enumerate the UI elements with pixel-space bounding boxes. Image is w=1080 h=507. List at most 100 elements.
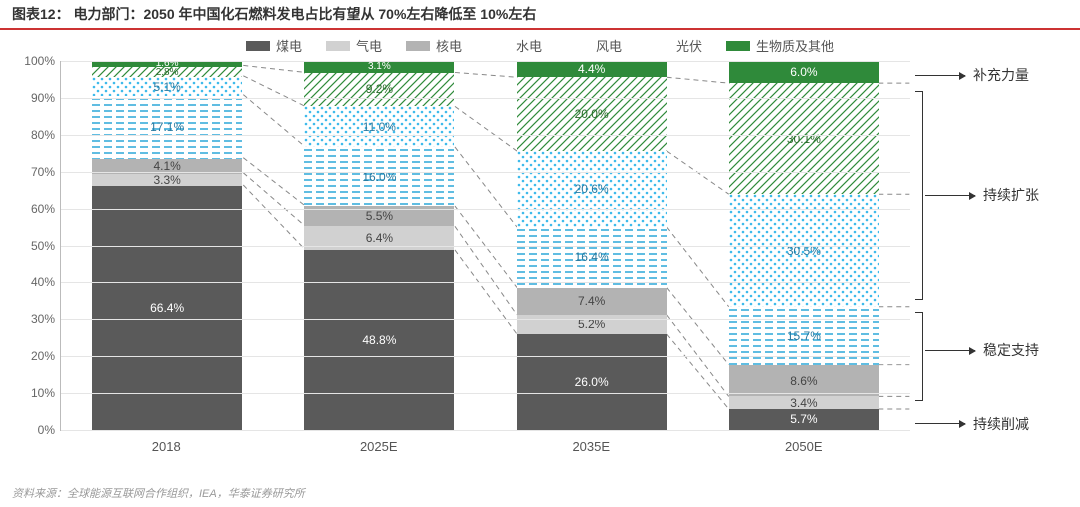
segment-coal: 5.7%: [729, 409, 879, 430]
segment-label: 7.4%: [578, 294, 605, 308]
segment-wind: 11.0%: [304, 106, 454, 147]
xaxis-label: 2025E: [304, 439, 454, 454]
segment-coal: 48.8%: [304, 250, 454, 430]
nuclear-swatch: [406, 41, 430, 51]
legend-item-bio: 生物质及其他: [726, 36, 834, 55]
ytick-label: 60%: [13, 202, 55, 216]
legend-item-wind: 风电: [566, 36, 622, 55]
segment-gas: 5.2%: [517, 315, 667, 334]
ytick-label: 20%: [13, 349, 55, 363]
gridline: [61, 393, 910, 394]
source-text: 资料来源：全球能源互联网合作组织，IEA，华泰证券研究所: [12, 488, 305, 500]
segment-bio: 4.4%: [517, 61, 667, 77]
segment-label: 5.1%: [153, 80, 180, 94]
legend: 煤电 气电 核电 水电 风电 光伏 生物质及其他: [0, 30, 1080, 61]
segment-bio: 3.1%: [304, 61, 454, 72]
segment-label: 66.4%: [150, 301, 184, 315]
segment-wind: 20.6%: [517, 151, 667, 227]
bio-swatch: [726, 41, 750, 51]
gridline: [61, 61, 910, 62]
segment-label: 20.0%: [575, 107, 609, 121]
chart-area: 66.4%3.3%4.1%17.1%5.1%2.8%1.6%48.8%6.4%5…: [60, 61, 910, 461]
segment-hydro: 16.0%: [304, 147, 454, 206]
annotation: 持续削减: [915, 414, 1029, 434]
arrow-icon: [915, 75, 965, 76]
gridline: [61, 246, 910, 247]
gridline: [61, 98, 910, 99]
legend-label: 光伏: [676, 36, 702, 55]
arrow-icon: [915, 423, 965, 424]
ytick-label: 100%: [13, 54, 55, 68]
ytick-label: 40%: [13, 275, 55, 289]
segment-bio: 6.0%: [729, 61, 879, 83]
arrow-icon: [925, 350, 975, 351]
ytick-label: 30%: [13, 312, 55, 326]
segment-label: 17.1%: [150, 120, 184, 134]
annotation-label: 持续扩张: [983, 185, 1039, 205]
segment-label: 6.0%: [790, 65, 817, 79]
chart-header: 图表12： 电力部门：2050 年中国化石燃料发电占比有望从 70%左右降低至 …: [0, 0, 1080, 30]
source-footer: 资料来源：全球能源互联网合作组织，IEA，华泰证券研究所: [12, 485, 305, 501]
bracket: [915, 91, 923, 300]
annotation-label: 补充力量: [973, 65, 1029, 85]
gridline: [61, 282, 910, 283]
ytick-label: 0%: [13, 423, 55, 437]
bracket: [915, 312, 923, 401]
segment-coal: 26.0%: [517, 334, 667, 430]
segment-label: 26.0%: [575, 375, 609, 389]
segment-solar: 9.2%: [304, 73, 454, 107]
segment-solar: 20.0%: [517, 77, 667, 151]
arrow-icon: [925, 195, 975, 196]
xaxis-label: 2035E: [516, 439, 666, 454]
ytick-label: 70%: [13, 165, 55, 179]
segment-label: 48.8%: [362, 333, 396, 347]
legend-label: 核电: [436, 36, 462, 55]
segment-nuclear: 7.4%: [517, 288, 667, 315]
segment-label: 3.1%: [368, 61, 391, 72]
x-axis-labels: 2018 2025E 2035E 2050E: [60, 431, 910, 461]
segment-label: 4.4%: [578, 62, 605, 76]
coal-swatch: [246, 41, 270, 51]
segment-wind: 30.5%: [729, 194, 879, 307]
segment-hydro: 16.4%: [517, 227, 667, 288]
ytick-label: 50%: [13, 239, 55, 253]
annotations-panel: 补充力量持续扩张稳定支持持续削减: [915, 60, 1070, 447]
segment-label: 5.5%: [366, 209, 393, 223]
segment-hydro: 17.1%: [92, 96, 242, 159]
legend-item-coal: 煤电: [246, 36, 302, 55]
annotation: 稳定支持: [925, 340, 1039, 360]
gridline: [61, 172, 910, 173]
gas-swatch: [326, 41, 350, 51]
legend-item-nuclear: 核电: [406, 36, 462, 55]
plot-region: 66.4%3.3%4.1%17.1%5.1%2.8%1.6%48.8%6.4%5…: [60, 61, 910, 431]
annotation-label: 稳定支持: [983, 340, 1039, 360]
legend-label: 风电: [596, 36, 622, 55]
legend-item-hydro: 水电: [486, 36, 542, 55]
solar-swatch: [646, 41, 670, 51]
segment-wind: 5.1%: [92, 77, 242, 96]
segment-solar: 30.1%: [729, 83, 879, 194]
ytick-label: 90%: [13, 91, 55, 105]
xaxis-label: 2050E: [729, 439, 879, 454]
wind-swatch: [566, 41, 590, 51]
ytick-label: 10%: [13, 386, 55, 400]
segment-label: 15.7%: [787, 329, 821, 343]
annotation-label: 持续削减: [973, 414, 1029, 434]
segment-label: 20.6%: [575, 182, 609, 196]
legend-label: 水电: [516, 36, 542, 55]
legend-item-solar: 光伏: [646, 36, 702, 55]
ytick-label: 80%: [13, 128, 55, 142]
segment-label: 9.2%: [366, 82, 393, 96]
segment-gas: 3.4%: [729, 396, 879, 409]
gridline: [61, 356, 910, 357]
segment-label: 3.3%: [153, 173, 180, 187]
xaxis-label: 2018: [91, 439, 241, 454]
legend-label: 气电: [356, 36, 382, 55]
segment-label: 16.4%: [575, 250, 609, 264]
segment-gas: 3.3%: [92, 174, 242, 186]
segment-label: 5.7%: [790, 412, 817, 426]
segment-label: 11.0%: [363, 120, 396, 134]
hydro-swatch: [486, 41, 510, 51]
segment-label: 3.4%: [790, 396, 817, 410]
legend-label: 煤电: [276, 36, 302, 55]
